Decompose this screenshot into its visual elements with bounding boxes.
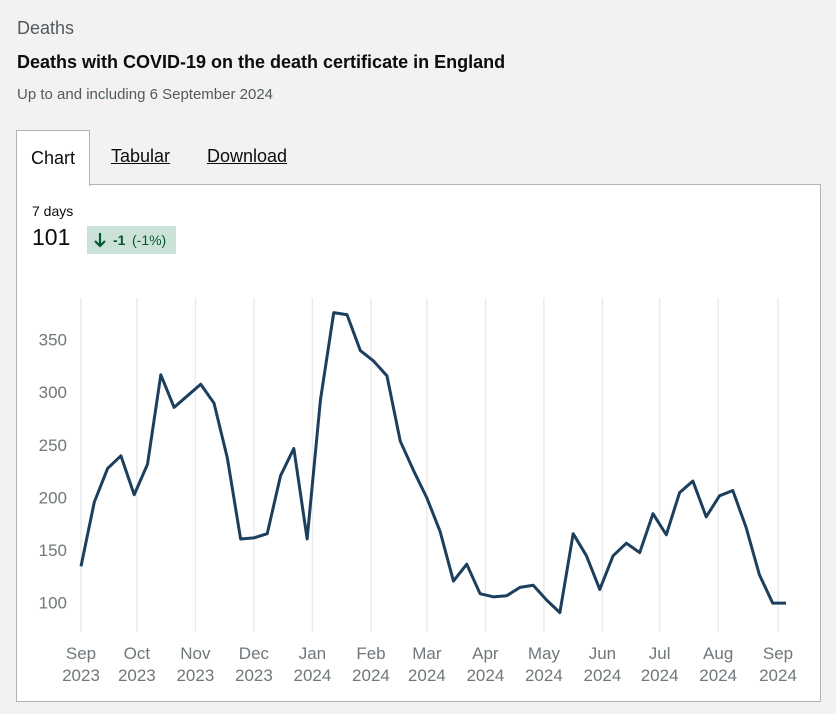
x-tick-label: Mar 2024 <box>407 644 446 685</box>
x-tick-label: Jan 2024 <box>293 644 332 685</box>
x-tick-label: May 2024 <box>524 644 563 685</box>
x-tick-label: Oct 2023 <box>117 644 156 685</box>
section-label: Deaths <box>17 18 75 38</box>
change-value: -1 <box>113 232 126 248</box>
x-tick-label: Jun 2024 <box>583 644 622 685</box>
x-tick-label: Dec 2023 <box>235 644 273 685</box>
tab[interactable]: Chart <box>16 130 90 186</box>
down-arrow <box>94 233 106 248</box>
x-tick-label: Nov 2023 <box>176 644 215 685</box>
change-percent: (-1%) <box>132 232 167 248</box>
y-tick-label: 350 <box>39 331 67 350</box>
headline-value: 101 <box>32 224 71 250</box>
y-tick-label: 150 <box>39 541 67 560</box>
x-tick-label: Jul 2024 <box>640 644 679 685</box>
y-tick-label: 200 <box>39 488 67 507</box>
x-tick-label: Feb 2024 <box>352 644 390 685</box>
x-tick-label: Sep 2023 <box>62 644 100 685</box>
y-tick-label: 300 <box>39 383 67 402</box>
tab[interactable]: Download <box>207 146 288 166</box>
x-tick-label: Aug 2024 <box>699 644 738 685</box>
y-tick-label: 100 <box>39 594 67 613</box>
change-badge: -1 (-1%) <box>87 226 176 254</box>
line <box>79 311 786 615</box>
tab[interactable]: Tabular <box>111 146 171 166</box>
x-tick-label: Sep 2024 <box>759 644 797 685</box>
y-tick-label: 250 <box>39 436 67 455</box>
x-tick-label: Apr 2024 <box>466 644 505 685</box>
period-label: 7 days <box>32 203 74 219</box>
title: Deaths with COVID-19 on the death certif… <box>17 52 506 72</box>
subtitle: Up to and including 6 September 2024 <box>17 86 274 103</box>
